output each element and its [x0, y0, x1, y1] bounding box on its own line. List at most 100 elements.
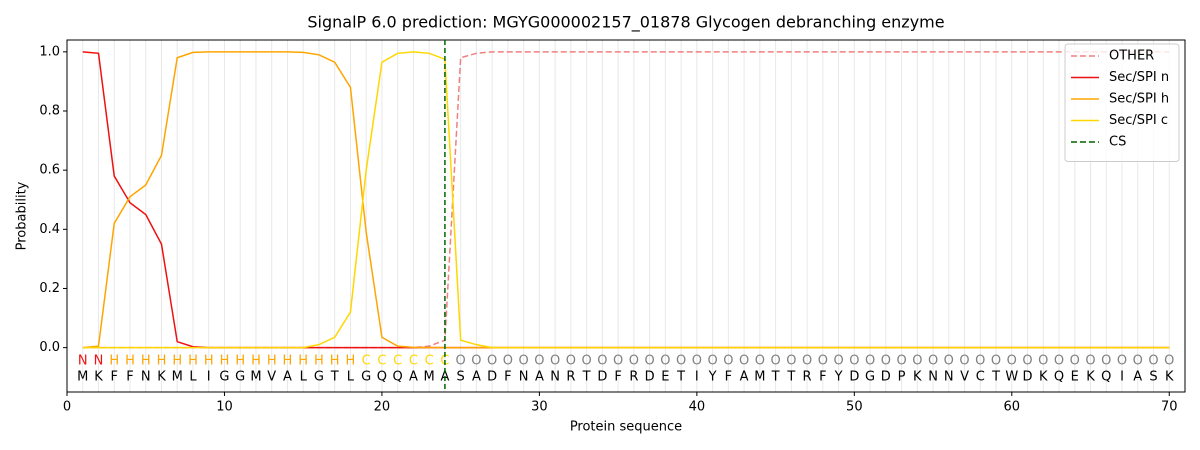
residue-letter: L	[189, 370, 197, 385]
legend-label: Sec/SPI h	[1109, 92, 1169, 107]
y-tick-label: 1.0	[39, 44, 60, 59]
residue-letter: L	[300, 370, 308, 385]
region-label: O	[944, 354, 954, 369]
region-label: H	[172, 354, 182, 369]
region-label: O	[550, 354, 560, 369]
region-label: O	[881, 354, 891, 369]
residue-letter: G	[219, 370, 229, 385]
region-label: H	[330, 354, 340, 369]
residue-letter: T	[771, 370, 780, 385]
region-label: O	[1133, 354, 1143, 369]
residue-letter: F	[126, 370, 133, 385]
x-tick-label: 0	[63, 400, 71, 415]
region-label: C	[377, 354, 386, 369]
region-label: H	[251, 354, 261, 369]
region-label: O	[660, 354, 670, 369]
x-tick-label: 70	[1161, 400, 1178, 415]
region-label: O	[676, 354, 686, 369]
region-label: O	[566, 354, 576, 369]
region-label: O	[1038, 354, 1048, 369]
region-label: H	[235, 354, 245, 369]
residue-letter: D	[849, 370, 859, 385]
residue-letter: A	[535, 370, 544, 385]
region-label: N	[78, 354, 88, 369]
region-label: O	[1148, 354, 1158, 369]
residue-letter: M	[77, 370, 88, 385]
residue-letter: M	[424, 370, 435, 385]
region-label: O	[975, 354, 985, 369]
region-label: H	[141, 354, 151, 369]
residue-letter: Y	[708, 370, 717, 385]
region-label: O	[865, 354, 875, 369]
residue-letter: F	[725, 370, 732, 385]
y-tick-label: 0.4	[39, 222, 60, 237]
legend-label: Sec/SPI c	[1109, 113, 1168, 128]
residue-letter: A	[1133, 370, 1142, 385]
residue-letter: K	[157, 370, 166, 385]
residue-letter: E	[1071, 370, 1079, 385]
region-label: O	[1070, 354, 1080, 369]
legend-label: Sec/SPI n	[1109, 70, 1169, 85]
residue-letter: V	[267, 370, 276, 385]
residue-letter: T	[676, 370, 685, 385]
region-label: O	[755, 354, 765, 369]
region-label: H	[204, 354, 214, 369]
region-label: O	[471, 354, 481, 369]
region-label: C	[409, 354, 418, 369]
residue-letter: Q	[393, 370, 403, 385]
residue-letter: T	[582, 370, 591, 385]
region-label: O	[770, 354, 780, 369]
x-tick-label: 20	[374, 400, 391, 415]
region-label: O	[991, 354, 1001, 369]
region-label: O	[645, 354, 655, 369]
residue-letter: Y	[834, 370, 843, 385]
residue-letter: F	[110, 370, 117, 385]
region-label: O	[912, 354, 922, 369]
region-label: O	[1054, 354, 1064, 369]
region-label: O	[849, 354, 859, 369]
x-axis-label: Protein sequence	[570, 420, 682, 435]
plot-frame	[66, 39, 1186, 393]
x-tick-label: 60	[1004, 400, 1021, 415]
region-label: H	[298, 354, 308, 369]
residue-letter: N	[928, 370, 938, 385]
region-label: O	[928, 354, 938, 369]
residue-letter: P	[898, 370, 906, 385]
x-tick-label: 50	[846, 400, 863, 415]
residue-letter: F	[504, 370, 511, 385]
region-label: H	[346, 354, 356, 369]
residue-letter: I	[207, 370, 211, 385]
residue-letter: I	[1120, 370, 1124, 385]
region-label: O	[802, 354, 812, 369]
residue-letter: M	[754, 370, 765, 385]
y-tick-label: 0.8	[39, 103, 60, 118]
residue-letter: K	[913, 370, 922, 385]
residue-letter: K	[94, 370, 103, 385]
residue-letter: D	[597, 370, 607, 385]
region-label: O	[613, 354, 623, 369]
region-label: H	[109, 354, 119, 369]
region-label: O	[723, 354, 733, 369]
residue-letter: L	[347, 370, 355, 385]
y-tick-label: 0.6	[39, 163, 60, 178]
residue-letter: R	[803, 370, 812, 385]
residue-letter: N	[944, 370, 954, 385]
residue-letter: S	[1149, 370, 1157, 385]
region-label: O	[896, 354, 906, 369]
residue-letter: Q	[1101, 370, 1111, 385]
region-label: C	[393, 354, 402, 369]
residue-letter: N	[550, 370, 560, 385]
region-label: O	[1085, 354, 1095, 369]
residue-letter: K	[1039, 370, 1048, 385]
region-label: H	[267, 354, 277, 369]
residue-letter: D	[645, 370, 655, 385]
residue-letter: K	[1165, 370, 1174, 385]
region-label: O	[1101, 354, 1111, 369]
region-label: H	[220, 354, 230, 369]
region-label: H	[125, 354, 135, 369]
region-label: O	[959, 354, 969, 369]
residue-letter: E	[661, 370, 669, 385]
residue-letter: G	[235, 370, 245, 385]
y-axis-label: Probability	[15, 181, 30, 250]
y-tick-label: 0.0	[39, 340, 60, 355]
